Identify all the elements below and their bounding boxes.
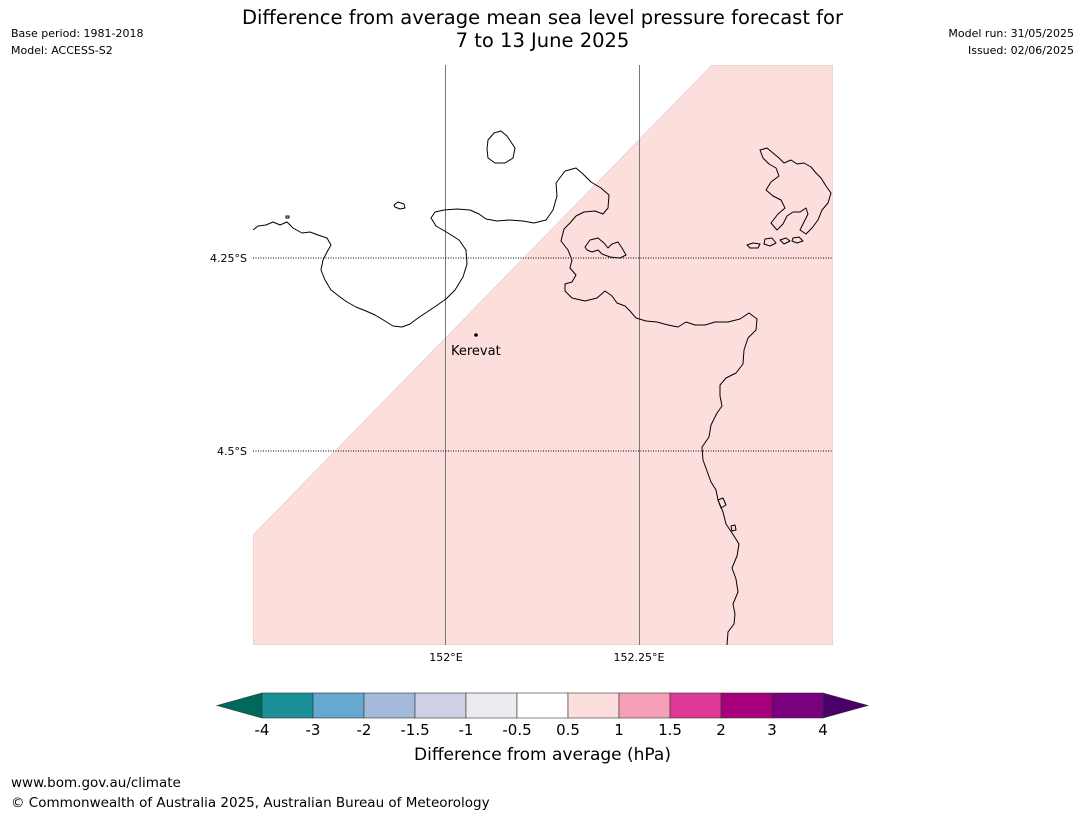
coastlines	[253, 130, 832, 645]
coastline-ne-island	[759, 147, 832, 235]
metadata-left: Base period: 1981-2018 Model: ACCESS-S2	[11, 25, 143, 59]
pressure-anomaly-region	[253, 65, 833, 645]
colorbar-swatch	[261, 692, 314, 719]
kerevat-marker	[474, 333, 478, 337]
colorbar-swatch	[618, 692, 671, 719]
colorbar-tick-label: 3	[767, 721, 777, 739]
kerevat-label: Kerevat	[451, 344, 501, 359]
model-text: Model: ACCESS-S2	[11, 44, 113, 57]
footer-copyright: © Commonwealth of Australia 2025, Austra…	[11, 795, 490, 811]
coastline-north-islet	[486, 130, 516, 164]
colorbar-swatch	[516, 692, 569, 719]
map-area: Kerevat	[253, 65, 833, 645]
model-run-text: Model run: 31/05/2025	[948, 27, 1074, 40]
colorbar-tick-label: -4	[255, 721, 270, 739]
colorbar-tick-label: 1.5	[658, 721, 682, 739]
coastline-mainland	[253, 167, 758, 645]
title-line-2: 7 to 13 June 2025	[455, 29, 630, 52]
colorbar-tick-label: 2	[716, 721, 726, 739]
colorbar-tick-labels: -4 -3 -2 -1.5 -1 -0.5 0.5 1 1.5 2 3 4	[255, 721, 828, 739]
base-period-text: Base period: 1981-2018	[11, 27, 144, 40]
colorbar-swatch	[363, 692, 416, 719]
colorbar: -4 -3 -2 -1.5 -1 -0.5 0.5 1 1.5 2 3 4	[215, 692, 870, 739]
colorbar-swatch	[567, 692, 620, 719]
coastline-coast-rock	[717, 497, 727, 509]
footer-url[interactable]: www.bom.gov.au/climate	[11, 775, 181, 791]
issued-text: Issued: 02/06/2025	[967, 44, 1074, 57]
map-figure: Kerevat 4.25°S 4.5°S 152°E 152.25°E	[210, 65, 833, 664]
lon-label-152e: 152°E	[429, 651, 462, 664]
metadata-right: Model run: 31/05/2025 Issued: 02/06/2025	[948, 25, 1074, 59]
colorbar-swatch	[465, 692, 518, 719]
colorbar-swatch	[414, 692, 467, 719]
colorbar-tick-label: -1.5	[400, 721, 429, 739]
lat-label-4-5s: 4.5°S	[217, 445, 247, 458]
colorbar-swatch	[312, 692, 365, 719]
colorbar-under-arrow	[215, 692, 263, 719]
coastline-ne-islet-4	[791, 236, 804, 244]
colorbar-title: Difference from average (hPa)	[414, 745, 671, 765]
colorbar-tick-label: 1	[614, 721, 624, 739]
map-title: Difference from average mean sea level p…	[0, 6, 1085, 52]
lat-label-4-25s: 4.25°S	[210, 252, 247, 265]
coastline-coast-rock-2	[730, 524, 737, 532]
colorbar-tick-label: 4	[818, 721, 828, 739]
coastline-islet-small-1	[393, 201, 406, 210]
colorbar-tick-label: -0.5	[502, 721, 531, 739]
colorbar-swatch	[720, 692, 773, 719]
colorbar-swatch	[669, 692, 722, 719]
colorbar-tick-label: -3	[306, 721, 321, 739]
colorbar-swatches	[215, 692, 870, 719]
colorbar-over-arrow	[822, 692, 870, 719]
coastline-ne-islet-2	[763, 237, 777, 247]
coastline-ne-islet-3	[779, 237, 791, 245]
coastline-islet-small-2	[285, 215, 290, 219]
coastline-ne-islet-1	[746, 242, 761, 249]
lon-label-152-25e: 152.25°E	[614, 651, 665, 664]
coastline-inlet	[584, 237, 627, 259]
colorbar-tick-label: -1	[459, 721, 474, 739]
colorbar-tick-label: 0.5	[556, 721, 580, 739]
title-line-1: Difference from average mean sea level p…	[242, 6, 843, 29]
colorbar-swatch	[771, 692, 824, 719]
colorbar-tick-label: -2	[357, 721, 372, 739]
